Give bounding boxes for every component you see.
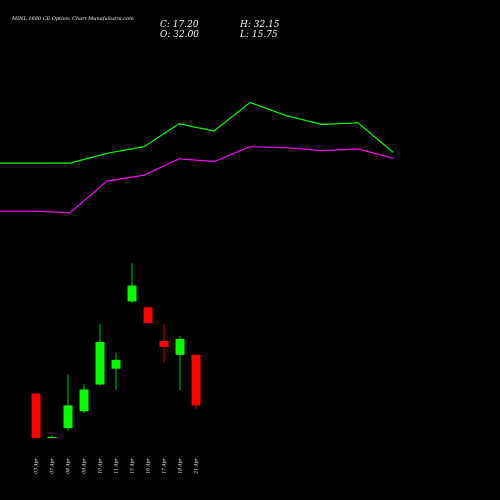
line-series-1	[0, 101, 394, 164]
x-tick-label: 03 Apr	[34, 457, 40, 473]
candle-body	[127, 285, 137, 302]
open-value: O: 32.00	[160, 30, 199, 40]
candle-body	[63, 405, 73, 429]
x-tick-label: 11 Apr	[114, 457, 120, 473]
candle	[159, 324, 169, 363]
candle-body	[47, 437, 57, 439]
candle	[63, 374, 73, 431]
candle	[79, 384, 89, 414]
x-tick-label: 21 Apr	[194, 457, 200, 474]
candle-body	[95, 341, 105, 385]
candle-body	[111, 359, 121, 369]
x-tick-label: 10 Apr	[98, 457, 104, 473]
x-tick-label: 07 Apr	[50, 457, 56, 473]
x-axis-tick-labels: 03 Apr 07 Apr 08 Apr 09 Apr 10 Apr 11 Apr 15 A…	[34, 457, 200, 474]
moving-average-lines	[0, 101, 394, 214]
x-tick-label: 17 Apr	[162, 457, 168, 473]
high-value: H: 32.15	[239, 20, 280, 30]
x-tick-label: 18 Apr	[178, 457, 184, 473]
candle	[127, 263, 137, 303]
close-value: C: 17.20	[160, 20, 199, 30]
candle-body	[31, 393, 41, 438]
low-value: L: 15.75	[239, 30, 278, 40]
candle	[47, 435, 57, 439]
line-series-2	[0, 146, 394, 214]
candle-body	[143, 307, 153, 324]
candle	[95, 324, 105, 386]
candle	[31, 393, 41, 438]
candle-body	[79, 389, 89, 412]
candle	[175, 336, 185, 391]
x-tick-label: 16 Apr	[146, 457, 152, 473]
candle-body	[191, 354, 201, 406]
candle-body	[175, 339, 185, 355]
x-tick-label: 15 Apr	[130, 457, 136, 473]
candle	[191, 354, 201, 410]
chart-title: MINL 1680 CE Option: Chart MunafaSutra.c…	[11, 16, 134, 22]
x-tick-label: 09 Apr	[82, 457, 88, 473]
x-tick-label: 08 Apr	[66, 457, 72, 473]
candlestick-series	[31, 263, 201, 439]
candle	[143, 306, 153, 324]
candle	[111, 352, 121, 390]
candle-body	[159, 340, 169, 347]
